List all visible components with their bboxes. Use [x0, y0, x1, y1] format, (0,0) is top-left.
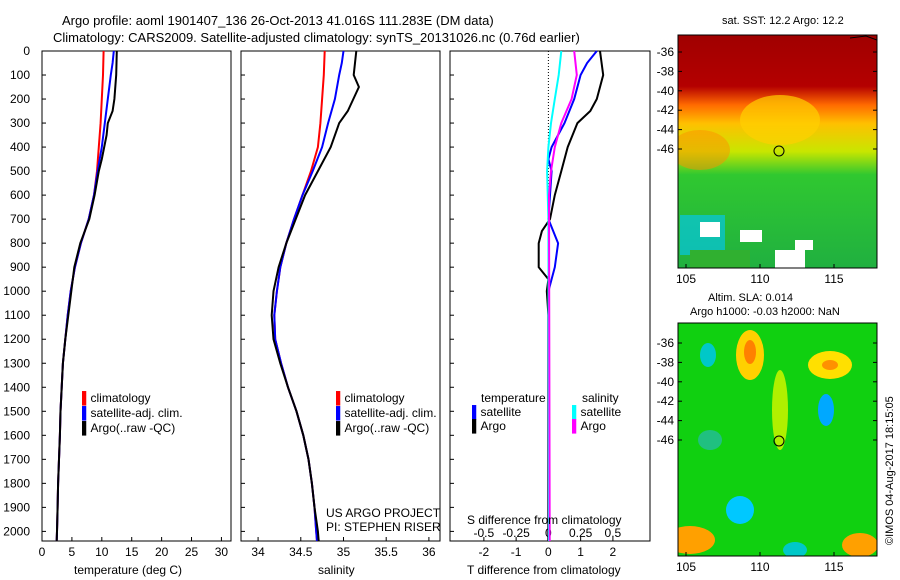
lat-tick-label: -44 — [657, 123, 675, 137]
legend-climatology-2: ▌climatology — [336, 391, 405, 405]
plot-frame-1 — [240, 50, 441, 542]
y-tick-label: 700 — [10, 212, 30, 226]
argo-location-marker-2 — [773, 435, 785, 447]
lon-tick-label: 115 — [824, 560, 843, 574]
series-argo — [270, 50, 360, 542]
x-tick-label: 36 — [422, 545, 436, 559]
project-label: US ARGO PROJECT — [326, 506, 441, 520]
x-tick-label: 35 — [337, 545, 351, 559]
map2-title-1: Altim. SLA: 0.014 — [708, 292, 793, 304]
lat-tick-label: -40 — [657, 375, 675, 389]
t-diff-axis-label: T difference from climatology — [467, 563, 621, 577]
lat-tick-label: -46 — [657, 433, 675, 447]
legend-argo-2: ▌Argo(..raw -QC) — [336, 421, 430, 435]
s-tick-label: -0.5 — [474, 526, 495, 540]
legend-s-argo: ▌Argo — [572, 419, 606, 433]
lon-tick-label: 110 — [750, 272, 769, 286]
x-tick-label: 5 — [69, 545, 76, 559]
lon-tick-label: 105 — [676, 560, 696, 574]
sst-map — [678, 35, 877, 268]
temperature-axis-label: temperature (deg C) — [74, 563, 183, 577]
s-tick-label: 0.5 — [605, 526, 622, 540]
legend-argo-1: ▌Argo(..raw -QC) — [82, 421, 176, 435]
legend-salinity-header: salinity — [582, 391, 619, 405]
sla-map — [678, 323, 877, 556]
lat-tick-label: -36 — [657, 336, 675, 350]
legend-climatology-1: ▌climatology — [82, 391, 151, 405]
x-tick-label: 20 — [155, 545, 169, 559]
x-tick-label: -2 — [479, 545, 490, 559]
s-diff-axis-label: S difference from climatology — [467, 513, 622, 527]
y-tick-label: 1300 — [3, 356, 30, 370]
lon-tick-label: 110 — [750, 560, 769, 574]
x-tick-label: 10 — [95, 545, 109, 559]
y-tick-label: 400 — [10, 140, 30, 154]
y-tick-label: 100 — [10, 68, 30, 82]
y-tick-label: 300 — [10, 116, 30, 130]
y-tick-label: 200 — [10, 92, 30, 106]
legend-satellite-2: ▌satellite-adj. clim. — [336, 406, 437, 420]
x-tick-label: 34.5 — [289, 545, 313, 559]
lat-tick-label: -44 — [657, 414, 675, 428]
title-line-2: Climatology: CARS2009. Satellite-adjuste… — [53, 30, 580, 45]
y-tick-label: 0 — [23, 44, 30, 58]
title-line-1: Argo profile: aoml 1901407_136 26-Oct-20… — [62, 13, 494, 28]
x-tick-label: 34 — [251, 545, 265, 559]
x-tick-label: 35.5 — [375, 545, 399, 559]
series-s-argo — [547, 50, 578, 542]
lat-tick-label: -36 — [657, 45, 675, 59]
y-tick-label: 600 — [10, 188, 30, 202]
legend-s-satellite: ▌satellite — [572, 405, 622, 419]
y-tick-label: 800 — [10, 236, 30, 250]
salinity-axis-label: salinity — [318, 563, 355, 577]
y-tick-label: 1600 — [3, 428, 30, 442]
x-tick-label: 2 — [610, 545, 617, 559]
lat-tick-label: -42 — [657, 103, 675, 117]
imos-credit: ©IMOS 04-Aug-2017 18:15:05 — [884, 396, 896, 545]
lon-tick-label: 105 — [676, 272, 696, 286]
lat-tick-label: -42 — [657, 394, 675, 408]
x-tick-label: 0 — [39, 545, 46, 559]
x-tick-label: -1 — [511, 545, 522, 559]
y-tick-label: 1100 — [4, 308, 30, 322]
s-tick-label: -0.25 — [502, 526, 530, 540]
y-tick-label: 2000 — [3, 524, 30, 538]
lon-tick-label: 115 — [824, 272, 843, 286]
y-tick-label: 500 — [10, 164, 30, 178]
legend-temperature-header: temperature — [481, 391, 546, 405]
x-tick-label: 0 — [545, 545, 552, 559]
map1-title: sat. SST: 12.2 Argo: 12.2 — [722, 15, 844, 27]
y-tick-label: 900 — [10, 260, 30, 274]
s-tick-label: 0.25 — [569, 526, 593, 540]
x-tick-label: 1 — [577, 545, 584, 559]
map2-title-2: Argo h1000: -0.03 h2000: NaN — [690, 306, 840, 318]
legend-t-argo: ▌Argo — [472, 419, 506, 433]
x-tick-label: 15 — [125, 545, 139, 559]
series-argo — [55, 50, 118, 542]
pi-label: PI: STEPHEN RISER — [326, 520, 441, 534]
lat-tick-label: -40 — [657, 84, 675, 98]
y-tick-label: 1800 — [3, 476, 30, 490]
y-tick-label: 1200 — [3, 332, 30, 346]
y-tick-label: 1900 — [3, 500, 30, 514]
plot-frame-2 — [449, 50, 651, 542]
lat-tick-label: -46 — [657, 142, 675, 156]
x-tick-label: 25 — [185, 545, 199, 559]
lat-tick-label: -38 — [657, 355, 675, 369]
y-tick-label: 1400 — [3, 380, 30, 394]
legend-satellite-1: ▌satellite-adj. clim. — [82, 406, 183, 420]
x-tick-label: 30 — [215, 545, 229, 559]
lat-tick-label: -38 — [657, 64, 675, 78]
legend-t-satellite: ▌satellite — [472, 405, 522, 419]
y-tick-label: 1000 — [3, 284, 30, 298]
argo-location-marker — [773, 145, 785, 157]
y-tick-label: 1700 — [3, 452, 30, 466]
y-tick-label: 1500 — [3, 404, 30, 418]
plot-frame-0 — [41, 50, 232, 542]
